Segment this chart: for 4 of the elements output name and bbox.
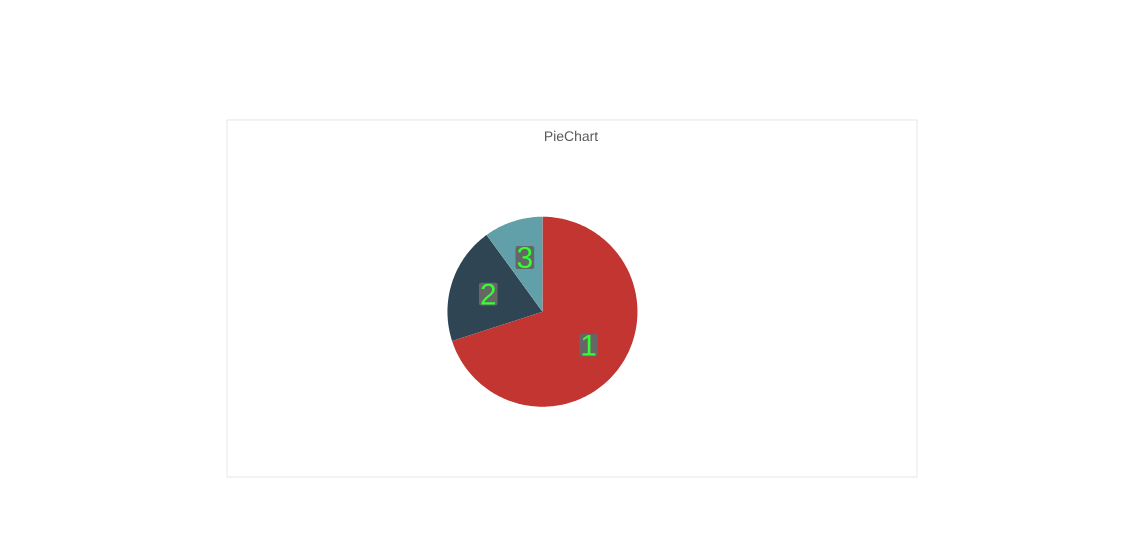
slice-label: 2 [481,283,496,305]
slice-label: 1 [582,334,596,356]
slice-label: 3 [517,246,532,269]
chart-title: PieChart [545,130,599,142]
